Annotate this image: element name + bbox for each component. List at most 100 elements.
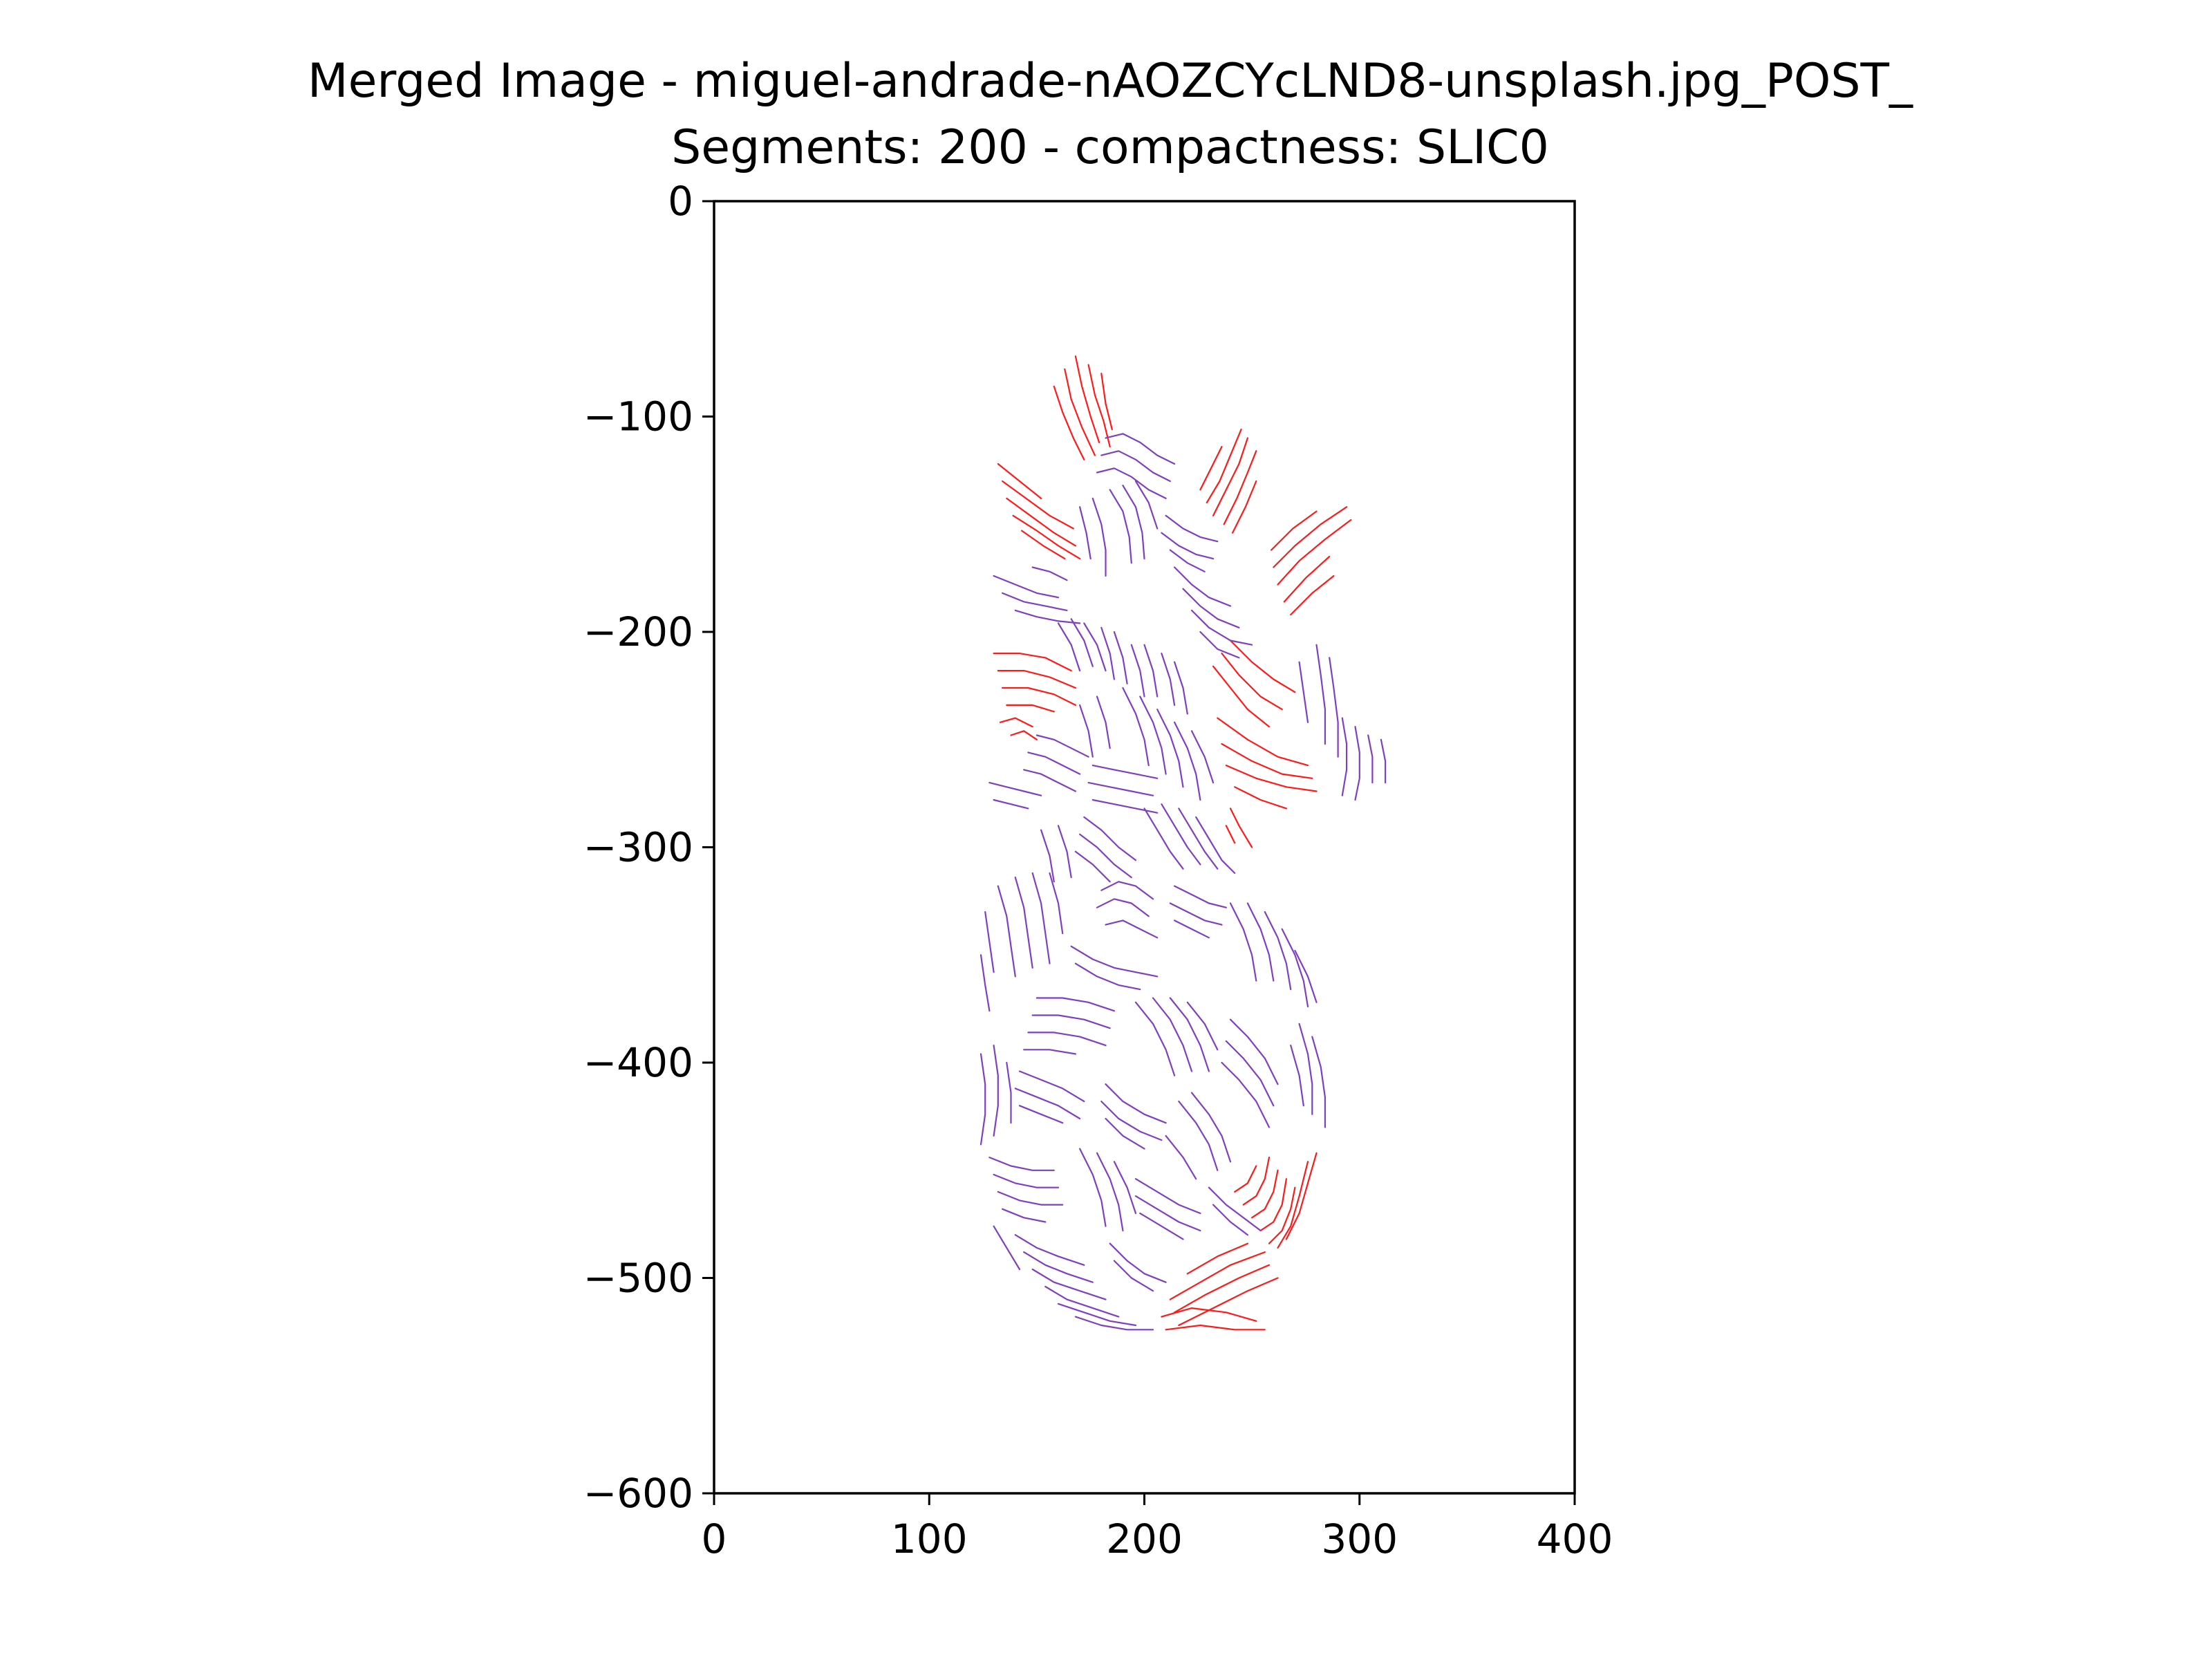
streamline-purple-20 xyxy=(1070,618,1094,667)
streamline-purple-58 xyxy=(1298,661,1309,723)
streamline-red-30 xyxy=(1221,743,1313,779)
streamline-purple-11 xyxy=(1174,566,1232,607)
streamline-purple-8 xyxy=(1165,514,1219,543)
streamline-purple-45 xyxy=(1074,850,1111,883)
streamline-red-31 xyxy=(1225,765,1318,792)
x-tick-label-400: 400 xyxy=(1537,1515,1613,1562)
y-tick-label--600: −600 xyxy=(583,1470,693,1517)
streamline-purple-46 xyxy=(1143,807,1184,870)
streamline-purple-108 xyxy=(1079,1148,1107,1227)
chart-title: Merged Image - miguel-andrade-nAOZCYcLND… xyxy=(308,54,1913,109)
streamline-purple-17 xyxy=(1014,609,1081,624)
streamline-purple-113 xyxy=(1139,1212,1184,1240)
streamline-purple-123 xyxy=(1113,1260,1154,1292)
streamline-purple-97 xyxy=(1018,1105,1064,1124)
streamline-purple-92 xyxy=(980,1053,986,1146)
y-tick-label--500: −500 xyxy=(583,1255,693,1302)
streamline-purple-73 xyxy=(1229,902,1257,982)
streamline-purple-66 xyxy=(1096,898,1150,917)
streamline-purple-27 xyxy=(1174,661,1188,715)
streamline-purple-99 xyxy=(1100,1101,1163,1141)
streamline-purple-96 xyxy=(1014,1087,1081,1120)
streamline-red-2 xyxy=(1087,364,1111,448)
streamline-purple-12 xyxy=(1182,588,1240,628)
series-red xyxy=(993,355,1352,1331)
streamline-purple-19 xyxy=(1057,622,1081,672)
streamline-purple-106 xyxy=(997,1191,1064,1206)
streamline-purple-119 xyxy=(1044,1285,1120,1318)
streamline-purple-101 xyxy=(1178,1101,1219,1171)
streamline-purple-2 xyxy=(1096,467,1167,499)
streamline-red-29 xyxy=(1217,717,1309,767)
plot-marks xyxy=(980,355,1387,1331)
streamline-purple-33 xyxy=(1096,695,1111,749)
streamline-purple-103 xyxy=(1165,1135,1197,1180)
streamline-purple-122 xyxy=(1109,1242,1167,1283)
streamline-purple-50 xyxy=(1057,825,1072,879)
streamline-purple-89 xyxy=(1298,1023,1313,1115)
streamline-red-25 xyxy=(1010,730,1038,740)
streamline-purple-49 xyxy=(1195,816,1236,874)
streamline-purple-21 xyxy=(1083,622,1107,672)
streamline-red-32 xyxy=(1234,786,1287,810)
streamline-purple-87 xyxy=(1225,1040,1275,1107)
streamline-red-26 xyxy=(1212,665,1271,728)
streamline-purple-98 xyxy=(1105,1083,1167,1124)
streamline-purple-88 xyxy=(1221,1061,1271,1128)
streamline-purple-75 xyxy=(1264,911,1292,991)
streamline-red-46 xyxy=(1165,1324,1266,1331)
streamline-red-19 xyxy=(1290,575,1335,616)
streamline-purple-111 xyxy=(1134,1178,1201,1215)
streamline-purple-93 xyxy=(993,1045,999,1137)
streamline-purple-79 xyxy=(1031,1014,1111,1029)
streamline-red-23 xyxy=(1006,704,1055,713)
streamline-purple-94 xyxy=(1006,1061,1012,1124)
x-axis: 0 100 200 300 400 xyxy=(702,1493,1613,1562)
streamline-red-27 xyxy=(1221,653,1283,711)
streamline-purple-41 xyxy=(1087,782,1154,796)
streamline-purple-65 xyxy=(1100,881,1154,900)
streamline-purple-64 xyxy=(980,954,991,1012)
streamline-red-47 xyxy=(1186,1242,1248,1275)
streamline-purple-6 xyxy=(1079,506,1091,560)
streamline-red-28 xyxy=(1229,639,1296,693)
streamline-purple-120 xyxy=(1057,1302,1137,1327)
streamline-purple-4 xyxy=(1122,485,1145,560)
streamline-purple-67 xyxy=(1105,919,1159,939)
y-tick-label-0: 0 xyxy=(668,178,693,225)
streamline-red-9 xyxy=(1199,446,1223,491)
streamline-purple-115 xyxy=(1212,1204,1248,1236)
streamline-purple-18 xyxy=(1031,566,1068,581)
streamline-purple-83 xyxy=(1152,997,1193,1072)
streamline-red-0 xyxy=(1064,368,1096,456)
streamline-purple-100 xyxy=(1105,1117,1145,1150)
streamline-purple-59 xyxy=(997,885,1016,978)
streamline-purple-76 xyxy=(1281,928,1309,1008)
streamline-red-15 xyxy=(1273,506,1348,568)
streamline-purple-30 xyxy=(1156,709,1184,788)
streamline-purple-43 xyxy=(1083,816,1137,861)
streamline-purple-81 xyxy=(1023,1049,1076,1055)
streamline-purple-34 xyxy=(1079,704,1094,758)
streamline-red-37 xyxy=(1259,1178,1287,1232)
streamline-red-34 xyxy=(1225,825,1236,844)
streamline-purple-114 xyxy=(1208,1186,1262,1232)
streamline-red-22 xyxy=(1002,687,1076,706)
streamline-purple-39 xyxy=(993,799,1029,810)
streamline-red-24 xyxy=(999,717,1033,728)
streamline-purple-74 xyxy=(1246,902,1275,982)
streamline-red-16 xyxy=(1277,519,1352,586)
streamline-purple-28 xyxy=(1122,687,1150,767)
streamline-red-45 xyxy=(1161,1307,1257,1322)
streamline-purple-54 xyxy=(1341,717,1348,796)
streamline-purple-90 xyxy=(1311,1036,1326,1128)
streamline-purple-37 xyxy=(1023,769,1076,792)
streamline-purple-60 xyxy=(1014,877,1033,969)
streamline-purple-23 xyxy=(1113,631,1128,684)
streamline-purple-47 xyxy=(1161,803,1201,866)
x-tick-label-100: 100 xyxy=(891,1515,968,1562)
streamline-purple-95 xyxy=(1018,1070,1085,1103)
streamline-purple-69 xyxy=(1074,962,1141,991)
